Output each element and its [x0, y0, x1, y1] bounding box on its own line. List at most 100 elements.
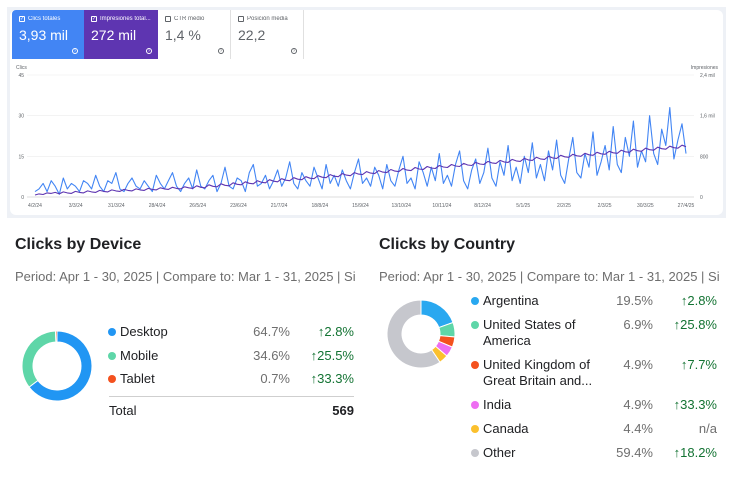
impressions-series-line	[34, 144, 687, 196]
legend-dot	[471, 297, 479, 305]
left-tick-label: 0	[21, 195, 24, 201]
metric-label: Posición media	[247, 16, 288, 22]
x-tick-label: 21/7/24	[271, 203, 288, 209]
x-tick-label: 8/12/24	[474, 203, 491, 209]
legend-change: ↑25.5%	[310, 348, 354, 363]
legend-dot	[108, 328, 116, 336]
legend-dot	[471, 449, 479, 457]
legend-percentage: 4.9%	[623, 397, 653, 412]
legend-dot	[471, 321, 479, 329]
legend-change: ↑33.3%	[310, 371, 354, 386]
legend-dot	[471, 361, 479, 369]
left-axis-title: Clics	[16, 65, 27, 71]
legend-percentage: 0.7%	[260, 371, 290, 386]
x-tick-label: 10/11/24	[432, 203, 451, 209]
checkbox-checked-icon: ✓	[91, 16, 97, 22]
x-tick-label: 18/8/24	[311, 203, 328, 209]
legend-percentage: 4.4%	[623, 421, 653, 436]
metric-value: 272 mil	[91, 27, 137, 43]
legend-label: United Kingdom of Great Britain and...	[483, 357, 593, 388]
x-tick-label: 2/3/25	[598, 203, 612, 209]
x-tick-label: 23/6/24	[230, 203, 247, 209]
right-tick-label: 800	[700, 154, 709, 160]
checkbox-checked-icon: ✓	[19, 16, 25, 22]
legend-row-united-states-of-america[interactable]: United States of America 6.9% ↑25.8%	[379, 317, 719, 348]
x-tick-label: 3/3/24	[69, 203, 83, 209]
total-label: Total	[109, 403, 137, 418]
legend-label: Tablet	[120, 371, 155, 386]
metric-value: 3,93 mil	[19, 27, 69, 43]
metric-value: 1,4 %	[165, 27, 201, 43]
x-tick-label: 30/3/25	[637, 203, 654, 209]
legend-label: Desktop	[120, 324, 168, 339]
legend-percentage: 34.6%	[253, 348, 290, 363]
help-icon[interactable]: ?	[72, 48, 78, 54]
left-tick-label: 30	[18, 114, 24, 120]
x-tick-label: 27/4/25	[678, 203, 695, 209]
device-donut-chart	[21, 330, 93, 402]
help-icon[interactable]: ?	[218, 48, 224, 54]
period-text: Period: Apr 1 - 30, 2025 | Compare to: M…	[15, 269, 355, 284]
metric-average-ctr[interactable]: CTR medio 1,4 % ?	[158, 10, 231, 59]
donut-slice-tablet	[54, 330, 58, 343]
legend-row-desktop[interactable]: Desktop 64.7% ↑2.8%	[15, 324, 355, 340]
legend-label: Canada	[483, 421, 529, 436]
metric-total-clicks[interactable]: ✓ Clics totales 3,93 mil ?	[12, 10, 84, 59]
help-icon[interactable]: ?	[146, 48, 152, 54]
legend-label: Mobile	[120, 348, 159, 363]
legend-row-tablet[interactable]: Tablet 0.7% ↑33.3%	[15, 371, 355, 387]
metric-average-position[interactable]: Posición media 22,2 ?	[231, 10, 304, 59]
legend-label: India	[483, 397, 512, 412]
legend-percentage: 59.4%	[616, 445, 653, 460]
right-axis-title: Impresiones	[691, 65, 719, 71]
x-tick-label: 13/10/24	[391, 203, 411, 209]
right-tick-label: 1,6 mil	[700, 114, 715, 120]
legend-dot	[108, 375, 116, 383]
right-tick-label: 0	[700, 195, 703, 201]
legend-row-united-kingdom-of-great-britain-and[interactable]: United Kingdom of Great Britain and... 4.…	[379, 357, 719, 388]
clicks-by-country-card: Clicks by Country Period: Apr 1 - 30, 20…	[379, 236, 719, 460]
divider	[109, 396, 354, 397]
legend-percentage: 64.7%	[253, 324, 290, 339]
metric-value: 22,2	[238, 27, 266, 43]
donut-slice-other	[386, 299, 441, 369]
legend-dot	[108, 352, 116, 360]
legend-row-argentina[interactable]: Argentina 19.5% ↑2.8%	[379, 293, 719, 309]
clicks-series-line	[34, 106, 687, 195]
card-title: Clicks by Country	[379, 236, 516, 253]
legend-percentage: 19.5%	[616, 293, 653, 308]
legend-change: ↑25.8%	[673, 317, 717, 332]
legend-label: United States of America	[483, 317, 576, 348]
help-icon[interactable]: ?	[291, 48, 297, 54]
metric-label: Clics totales	[28, 16, 61, 22]
x-tick-label: 2/2/25	[557, 203, 571, 209]
left-tick-label: 15	[18, 154, 24, 160]
legend-change: ↑33.3%	[673, 397, 717, 412]
checkbox-unchecked-icon	[238, 16, 244, 22]
legend-row-canada[interactable]: Canada 4.4% n/a	[379, 421, 719, 437]
legend-change: ↑18.2%	[673, 445, 717, 460]
clicks-by-device-card: Clicks by Device Period: Apr 1 - 30, 202…	[15, 236, 355, 418]
left-tick-label: 45	[18, 73, 24, 79]
legend-label: Other	[483, 445, 516, 460]
legend-change: n/a	[698, 421, 717, 436]
legend-row-mobile[interactable]: Mobile 34.6% ↑25.5%	[15, 348, 355, 364]
legend-change: ↑2.8%	[680, 293, 717, 308]
legend-dot	[471, 401, 479, 409]
card-title: Clicks by Device	[15, 236, 142, 253]
metric-total-impressions[interactable]: ✓ Impresiones total... 272 mil ?	[84, 10, 158, 59]
metric-label: CTR medio	[174, 16, 205, 22]
metric-label: Impresiones total...	[100, 16, 151, 22]
x-tick-label: 31/3/24	[108, 203, 125, 209]
legend-change: ↑7.7%	[680, 357, 717, 372]
right-tick-label: 2,4 mil	[700, 73, 715, 79]
donut-slice-desktop	[28, 330, 93, 402]
legend-dot	[471, 425, 479, 433]
legend-row-other[interactable]: Other 59.4% ↑18.2%	[379, 445, 719, 461]
x-tick-label: 4/2/24	[28, 203, 42, 209]
performance-panel: ✓ Clics totales 3,93 mil ? ✓ Impresiones t…	[7, 7, 726, 218]
x-tick-label: 15/9/24	[352, 203, 369, 209]
legend-percentage: 6.9%	[623, 317, 653, 332]
checkbox-unchecked-icon	[165, 16, 171, 22]
legend-row-india[interactable]: India 4.9% ↑33.3%	[379, 397, 719, 413]
